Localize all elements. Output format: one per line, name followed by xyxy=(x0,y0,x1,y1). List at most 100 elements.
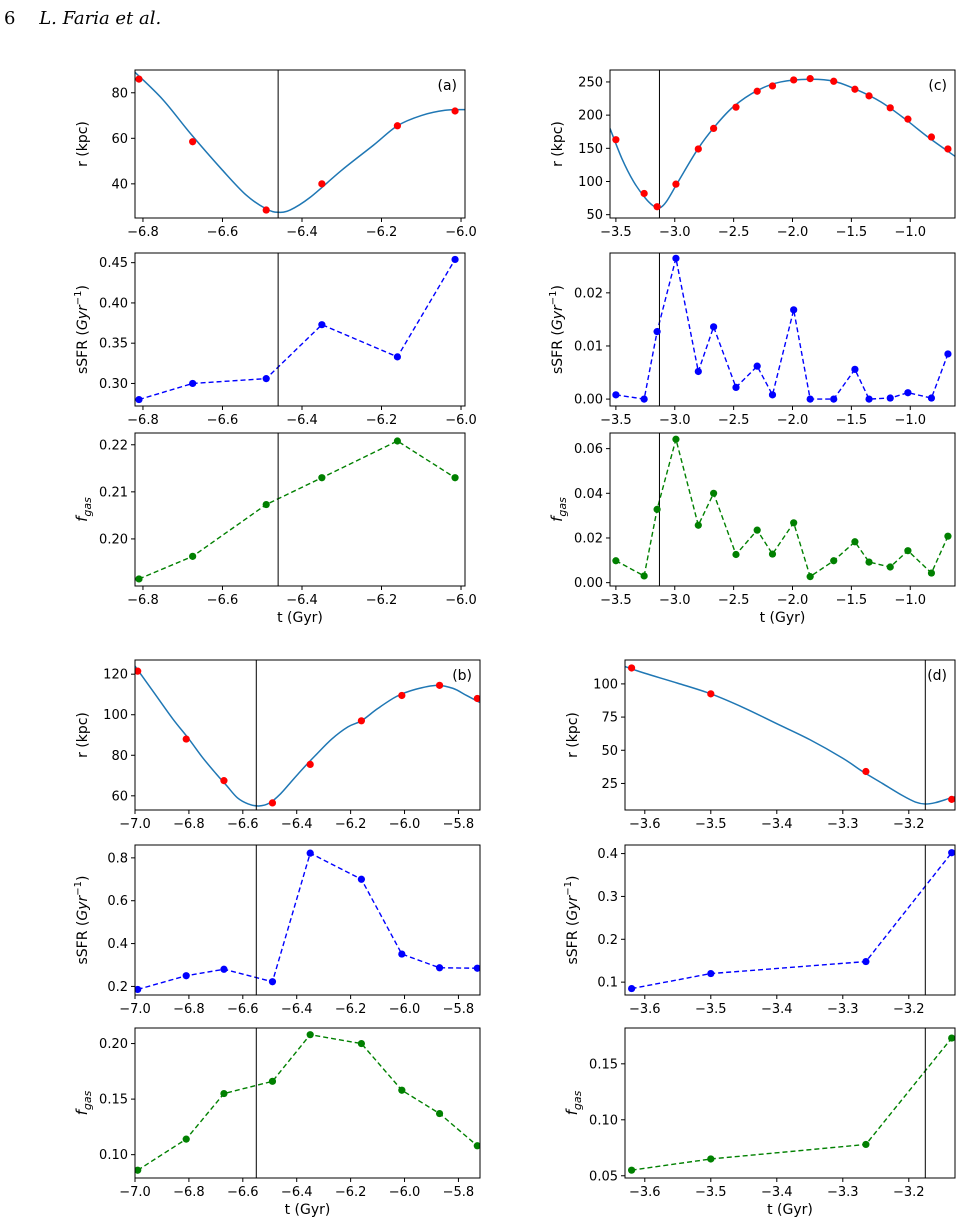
y-tick-label: 0.35 xyxy=(99,337,128,352)
x-tick-label: −3.4 xyxy=(761,1002,793,1017)
x-tick-label: −6.2 xyxy=(366,413,398,428)
x-tick-label: −3.6 xyxy=(629,1185,661,1200)
data-point xyxy=(628,984,636,993)
x-tick-label: −3.6 xyxy=(629,817,661,832)
y-tick-label: 80 xyxy=(111,749,128,764)
x-axis-label: t (Gyr) xyxy=(285,1202,331,1218)
axes-frame xyxy=(134,659,481,811)
subplot-c-r: 50 100 150 200 250 −3.5 −3.0 −2.5 −2.0 −1.5 −1.0 r … xyxy=(550,69,956,240)
y-tick-label: 0.30 xyxy=(99,377,128,392)
series-line xyxy=(138,259,456,401)
y-tick-label: 0.40 xyxy=(99,296,128,311)
axes-frame xyxy=(609,69,956,219)
data-point xyxy=(653,203,661,211)
subplot-d-sSFR: 0.1 0.2 0.3 0.4 −3.6 −3.5 −3.4 −3.3 −3.2 sSFR (Gy… xyxy=(563,844,956,1017)
data-point xyxy=(710,489,718,497)
subplot-a-fgas: 0.20 0.21 0.22 −6.8 −6.6 −6.4 −6.2 −6.0 fgas t (G… xyxy=(73,432,477,626)
y-tick-label: 0.22 xyxy=(99,438,128,453)
data-point xyxy=(262,375,270,383)
x-tick-label: −3.5 xyxy=(600,225,632,240)
y-tick-label: 0.6 xyxy=(107,894,128,909)
y-tick-label: 40 xyxy=(111,177,128,192)
series-line xyxy=(615,258,949,400)
data-point xyxy=(135,1166,142,1174)
running-authors: L. Faria et al. xyxy=(39,8,162,29)
data-point xyxy=(653,505,661,513)
y-axis-label: sSFR (Gyr−1) xyxy=(563,876,581,965)
y-tick-label: 200 xyxy=(578,109,603,124)
data-point xyxy=(220,965,228,973)
x-tick-label: −3.2 xyxy=(893,817,925,832)
panel-label: (a) xyxy=(437,78,457,94)
data-point xyxy=(628,1166,636,1174)
y-axis-label: fgas xyxy=(73,1090,94,1115)
x-tick-label: −6.6 xyxy=(207,225,239,240)
y-tick-label: 0.45 xyxy=(99,256,128,271)
plot-area xyxy=(612,433,952,586)
x-tick-label: −6.4 xyxy=(281,817,313,832)
x-tick-label: −3.5 xyxy=(695,1185,727,1200)
x-tick-label: −3.5 xyxy=(695,817,727,832)
y-tick-label: 0.1 xyxy=(597,976,618,991)
data-point xyxy=(806,75,814,83)
data-point xyxy=(357,717,366,725)
data-point xyxy=(886,394,894,402)
y-tick-label: 120 xyxy=(103,668,128,683)
data-point xyxy=(944,145,952,153)
x-tick-label: −7.0 xyxy=(119,1002,151,1017)
y-tick-label: 50 xyxy=(586,208,603,223)
x-tick-label: −6.8 xyxy=(173,1002,205,1017)
x-tick-label: −7.0 xyxy=(119,817,151,832)
data-point xyxy=(268,1077,277,1085)
data-point xyxy=(732,550,740,559)
panel-label: (b) xyxy=(452,668,472,684)
x-tick-label: −3.0 xyxy=(659,593,691,608)
orbit-curve xyxy=(135,71,465,214)
data-point xyxy=(435,681,444,689)
y-tick-label: 0.02 xyxy=(574,286,603,301)
panel-d: 25 50 75 100 −3.6 −3.5 −3.4 −3.3 −3.2 r (kpc) (d) 0… xyxy=(563,659,956,1218)
data-point xyxy=(790,76,798,84)
y-axis-label: fgas xyxy=(73,497,94,522)
data-point xyxy=(790,306,798,314)
data-point xyxy=(927,569,936,577)
data-point xyxy=(435,964,444,972)
y-axis-label: r (kpc) xyxy=(550,121,566,167)
y-tick-label: 75 xyxy=(601,711,618,726)
series-line xyxy=(138,440,456,580)
plot-area xyxy=(628,1028,955,1178)
plot-area xyxy=(135,253,459,406)
data-point xyxy=(306,1031,314,1039)
data-point xyxy=(948,795,955,803)
y-tick-label: 250 xyxy=(578,75,603,90)
x-tick-label: −6.6 xyxy=(227,817,259,832)
data-point xyxy=(707,690,715,698)
axes-frame xyxy=(624,844,956,996)
data-point xyxy=(694,367,702,376)
x-tick-label: −3.2 xyxy=(893,1185,925,1200)
y-tick-label: 0.01 xyxy=(574,339,603,354)
data-point xyxy=(672,435,680,443)
data-point xyxy=(473,694,480,703)
axes-frame xyxy=(134,252,466,407)
data-point xyxy=(318,321,326,329)
axes-frame xyxy=(134,432,466,587)
data-point xyxy=(393,122,402,130)
y-tick-label: 100 xyxy=(593,677,618,692)
x-tick-label: −6.0 xyxy=(389,817,421,832)
x-tick-label: −3.3 xyxy=(827,1002,859,1017)
axes-frame xyxy=(134,844,481,996)
data-point xyxy=(306,760,314,768)
data-point xyxy=(435,1109,444,1118)
plot-area xyxy=(625,660,955,810)
x-tick-label: −6.2 xyxy=(335,817,367,832)
y-tick-label: 0.15 xyxy=(99,1093,128,1108)
subplot-b-r: 60 80 100 120 −7.0 −6.8 −6.6 −6.4 −6.2 −6.0 −5.8 r … xyxy=(75,659,481,832)
x-tick-label: −6.6 xyxy=(227,1002,259,1017)
subplot-b-sSFR: 0.2 0.4 0.6 0.8 −7.0 −6.8 −6.6 −6.4 −6.2 −6.0 −5.8… xyxy=(73,844,481,1017)
axes-frame xyxy=(624,1027,956,1179)
subplot-d-r: 25 50 75 100 −3.6 −3.5 −3.4 −3.3 −3.2 r (kpc) (d) xyxy=(565,659,956,832)
subplot-a-r: 40 60 80 −6.8 −6.6 −6.4 −6.2 −6.0 r (kpc) (a) xyxy=(75,69,477,240)
x-tick-label: −1.0 xyxy=(894,225,926,240)
